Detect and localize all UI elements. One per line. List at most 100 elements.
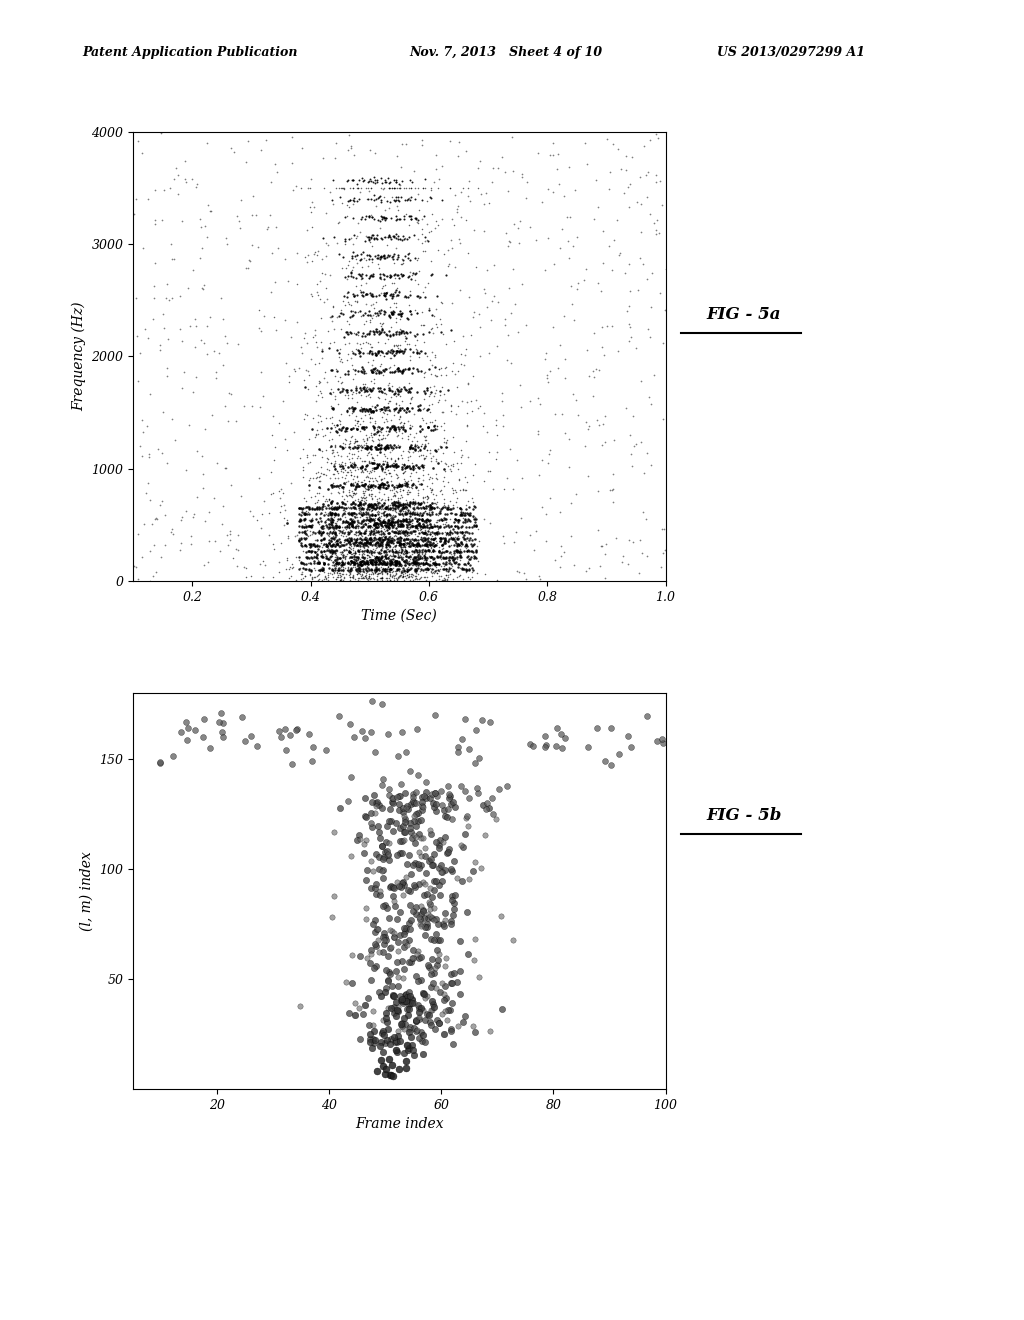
Point — [352, 562, 369, 583]
Point — [397, 1012, 414, 1034]
Point — [344, 552, 360, 573]
Point — [348, 290, 365, 312]
Point — [318, 568, 335, 589]
Point — [337, 545, 353, 566]
Point — [484, 478, 501, 499]
Point — [556, 367, 572, 388]
Point — [354, 568, 371, 589]
Point — [325, 561, 341, 582]
Point — [393, 306, 410, 327]
Point — [396, 541, 413, 562]
Point — [337, 512, 353, 533]
Point — [333, 454, 349, 475]
Point — [391, 556, 408, 577]
Point — [393, 521, 410, 543]
Point — [433, 539, 450, 560]
Point — [391, 399, 408, 420]
Point — [310, 384, 327, 405]
Y-axis label: Frequency (Hz): Frequency (Hz) — [72, 302, 86, 411]
Point — [436, 805, 453, 826]
Point — [336, 178, 352, 199]
Point — [453, 182, 469, 203]
Point — [391, 474, 408, 495]
Point — [449, 566, 465, 587]
Point — [416, 454, 432, 475]
Point — [362, 401, 379, 422]
Point — [401, 1022, 418, 1043]
Point — [441, 131, 458, 152]
Point — [412, 569, 428, 590]
Point — [449, 528, 465, 549]
Point — [447, 540, 464, 561]
Point — [338, 510, 354, 531]
Point — [159, 358, 175, 379]
Point — [340, 281, 356, 302]
Point — [371, 941, 387, 962]
Point — [365, 1001, 381, 1022]
Point — [407, 521, 423, 543]
Point — [409, 339, 425, 360]
Point — [462, 548, 478, 569]
Point — [402, 209, 419, 230]
Point — [312, 503, 329, 524]
Point — [352, 516, 369, 537]
Point — [298, 496, 314, 517]
Point — [386, 553, 402, 574]
Point — [305, 521, 322, 543]
Point — [145, 565, 162, 586]
Point — [394, 533, 411, 554]
Point — [382, 554, 398, 576]
Point — [423, 528, 439, 549]
Point — [408, 533, 424, 554]
Point — [399, 533, 416, 554]
Point — [357, 527, 374, 548]
Point — [370, 554, 386, 576]
Point — [359, 461, 376, 482]
Point — [193, 216, 209, 238]
Point — [398, 455, 415, 477]
Point — [622, 197, 638, 218]
Point — [332, 546, 348, 568]
Point — [315, 521, 332, 543]
Point — [412, 560, 428, 581]
Point — [276, 309, 293, 330]
Point — [367, 227, 383, 248]
Point — [428, 484, 444, 506]
Point — [371, 521, 387, 543]
Point — [427, 561, 443, 582]
Point — [368, 498, 384, 519]
Point — [373, 399, 389, 420]
Point — [352, 523, 369, 544]
Point — [327, 503, 343, 524]
Point — [461, 516, 477, 537]
Point — [415, 539, 431, 560]
Point — [464, 561, 480, 582]
Point — [366, 545, 382, 566]
Point — [376, 550, 392, 572]
Point — [450, 549, 466, 570]
Point — [337, 433, 353, 454]
Point — [419, 230, 435, 251]
Point — [443, 911, 460, 932]
Point — [372, 553, 388, 574]
Point — [321, 569, 337, 590]
Point — [326, 463, 342, 484]
Point — [402, 562, 419, 583]
Point — [439, 569, 456, 590]
Point — [403, 564, 420, 585]
Point — [177, 711, 194, 733]
Point — [284, 473, 300, 494]
Point — [342, 552, 358, 573]
Point — [356, 473, 373, 494]
Point — [424, 478, 440, 499]
Point — [379, 455, 395, 477]
Point — [335, 499, 351, 520]
Point — [411, 533, 427, 554]
Point — [353, 282, 370, 304]
Point — [322, 503, 338, 524]
Point — [240, 257, 256, 279]
Point — [369, 417, 385, 438]
Point — [458, 502, 474, 523]
Point — [438, 523, 455, 544]
Point — [294, 137, 310, 158]
